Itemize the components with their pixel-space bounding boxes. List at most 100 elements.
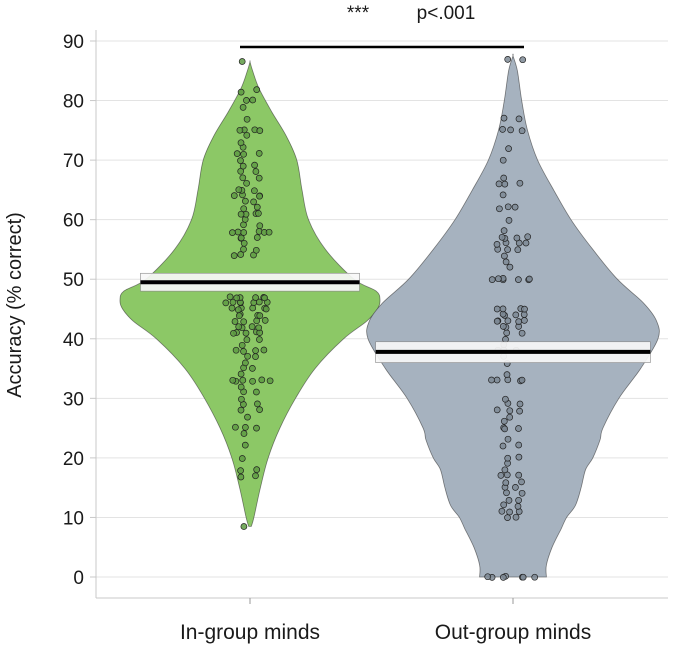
data-point [504,246,511,253]
data-point [515,115,523,123]
data-point [500,227,508,234]
data-point [234,306,242,314]
data-point [238,341,246,349]
data-point [488,276,496,283]
data-point [237,467,244,474]
data-point [505,217,513,224]
data-point [493,317,501,325]
data-point [238,58,246,65]
data-point [506,263,514,271]
y-tick-label: 50 [63,270,84,291]
data-point [256,406,263,413]
data-point [514,246,522,254]
data-point [504,56,512,63]
y-tick-label: 30 [63,389,84,410]
data-point [504,435,512,443]
data-point [249,377,256,385]
x-category-label: Out-group minds [435,621,591,644]
significance-p-value: p<.001 [417,3,476,24]
data-point [519,56,527,64]
data-point [237,88,245,96]
data-point [518,489,526,497]
data-point [236,126,244,134]
data-point [499,156,507,164]
data-point [242,197,249,205]
data-point [233,150,241,157]
data-point [240,348,247,355]
data-point [518,478,525,486]
data-point [240,150,247,158]
data-point [243,336,251,344]
data-point [504,203,512,211]
data-point [513,234,521,242]
data-point [240,523,248,530]
data-point [237,234,245,242]
data-point [515,453,523,461]
data-point [256,336,263,343]
axes [95,30,668,599]
data-point [504,317,512,325]
data-point [256,222,264,230]
data-point [251,161,258,169]
data-point [235,186,243,194]
data-point [521,317,528,324]
data-point [238,455,246,462]
data-point [503,329,511,337]
data-point [243,115,251,123]
data-point [237,383,245,391]
data-point [239,174,247,182]
data-point [255,298,263,306]
data-point [238,395,245,403]
data-point [504,454,512,462]
data-point [500,501,508,509]
data-point [251,187,258,195]
data-points [222,56,539,581]
data-point [262,305,270,313]
data-point [253,234,261,241]
data-point [515,318,523,325]
data-point [249,365,256,372]
data-point [232,423,239,431]
data-point [518,376,526,384]
data-point [265,228,273,236]
y-tick-label: 80 [63,92,84,113]
x-category-label: In-group minds [180,621,320,644]
data-point [240,205,248,213]
data-point [237,139,245,147]
data-point [237,157,244,164]
data-point [237,473,245,481]
data-point [230,192,238,199]
data-point [484,573,492,581]
data-point [252,168,260,175]
data-point [512,484,519,491]
data-point [240,430,248,437]
data-point [244,352,251,360]
data-point [242,359,249,367]
data-point [493,305,501,313]
data-point [229,298,237,306]
data-point [498,507,506,515]
data-point [501,466,509,474]
data-point [260,346,268,354]
y-tick-label: 0 [73,568,84,589]
data-point [231,318,239,325]
data-point [237,370,245,378]
y-tick-label: 90 [63,32,84,53]
data-point [252,246,260,254]
data-point [240,239,248,247]
data-point [500,114,508,122]
data-point [518,127,526,135]
data-point [488,376,495,384]
data-point [243,131,251,139]
data-point [499,305,507,313]
data-point [239,376,247,384]
data-point [243,179,250,187]
data-point [237,210,245,218]
data-point [240,318,248,326]
data-point [234,228,242,236]
data-point [501,180,509,188]
data-point [519,573,527,581]
data-point [516,400,524,408]
data-point [261,294,268,302]
